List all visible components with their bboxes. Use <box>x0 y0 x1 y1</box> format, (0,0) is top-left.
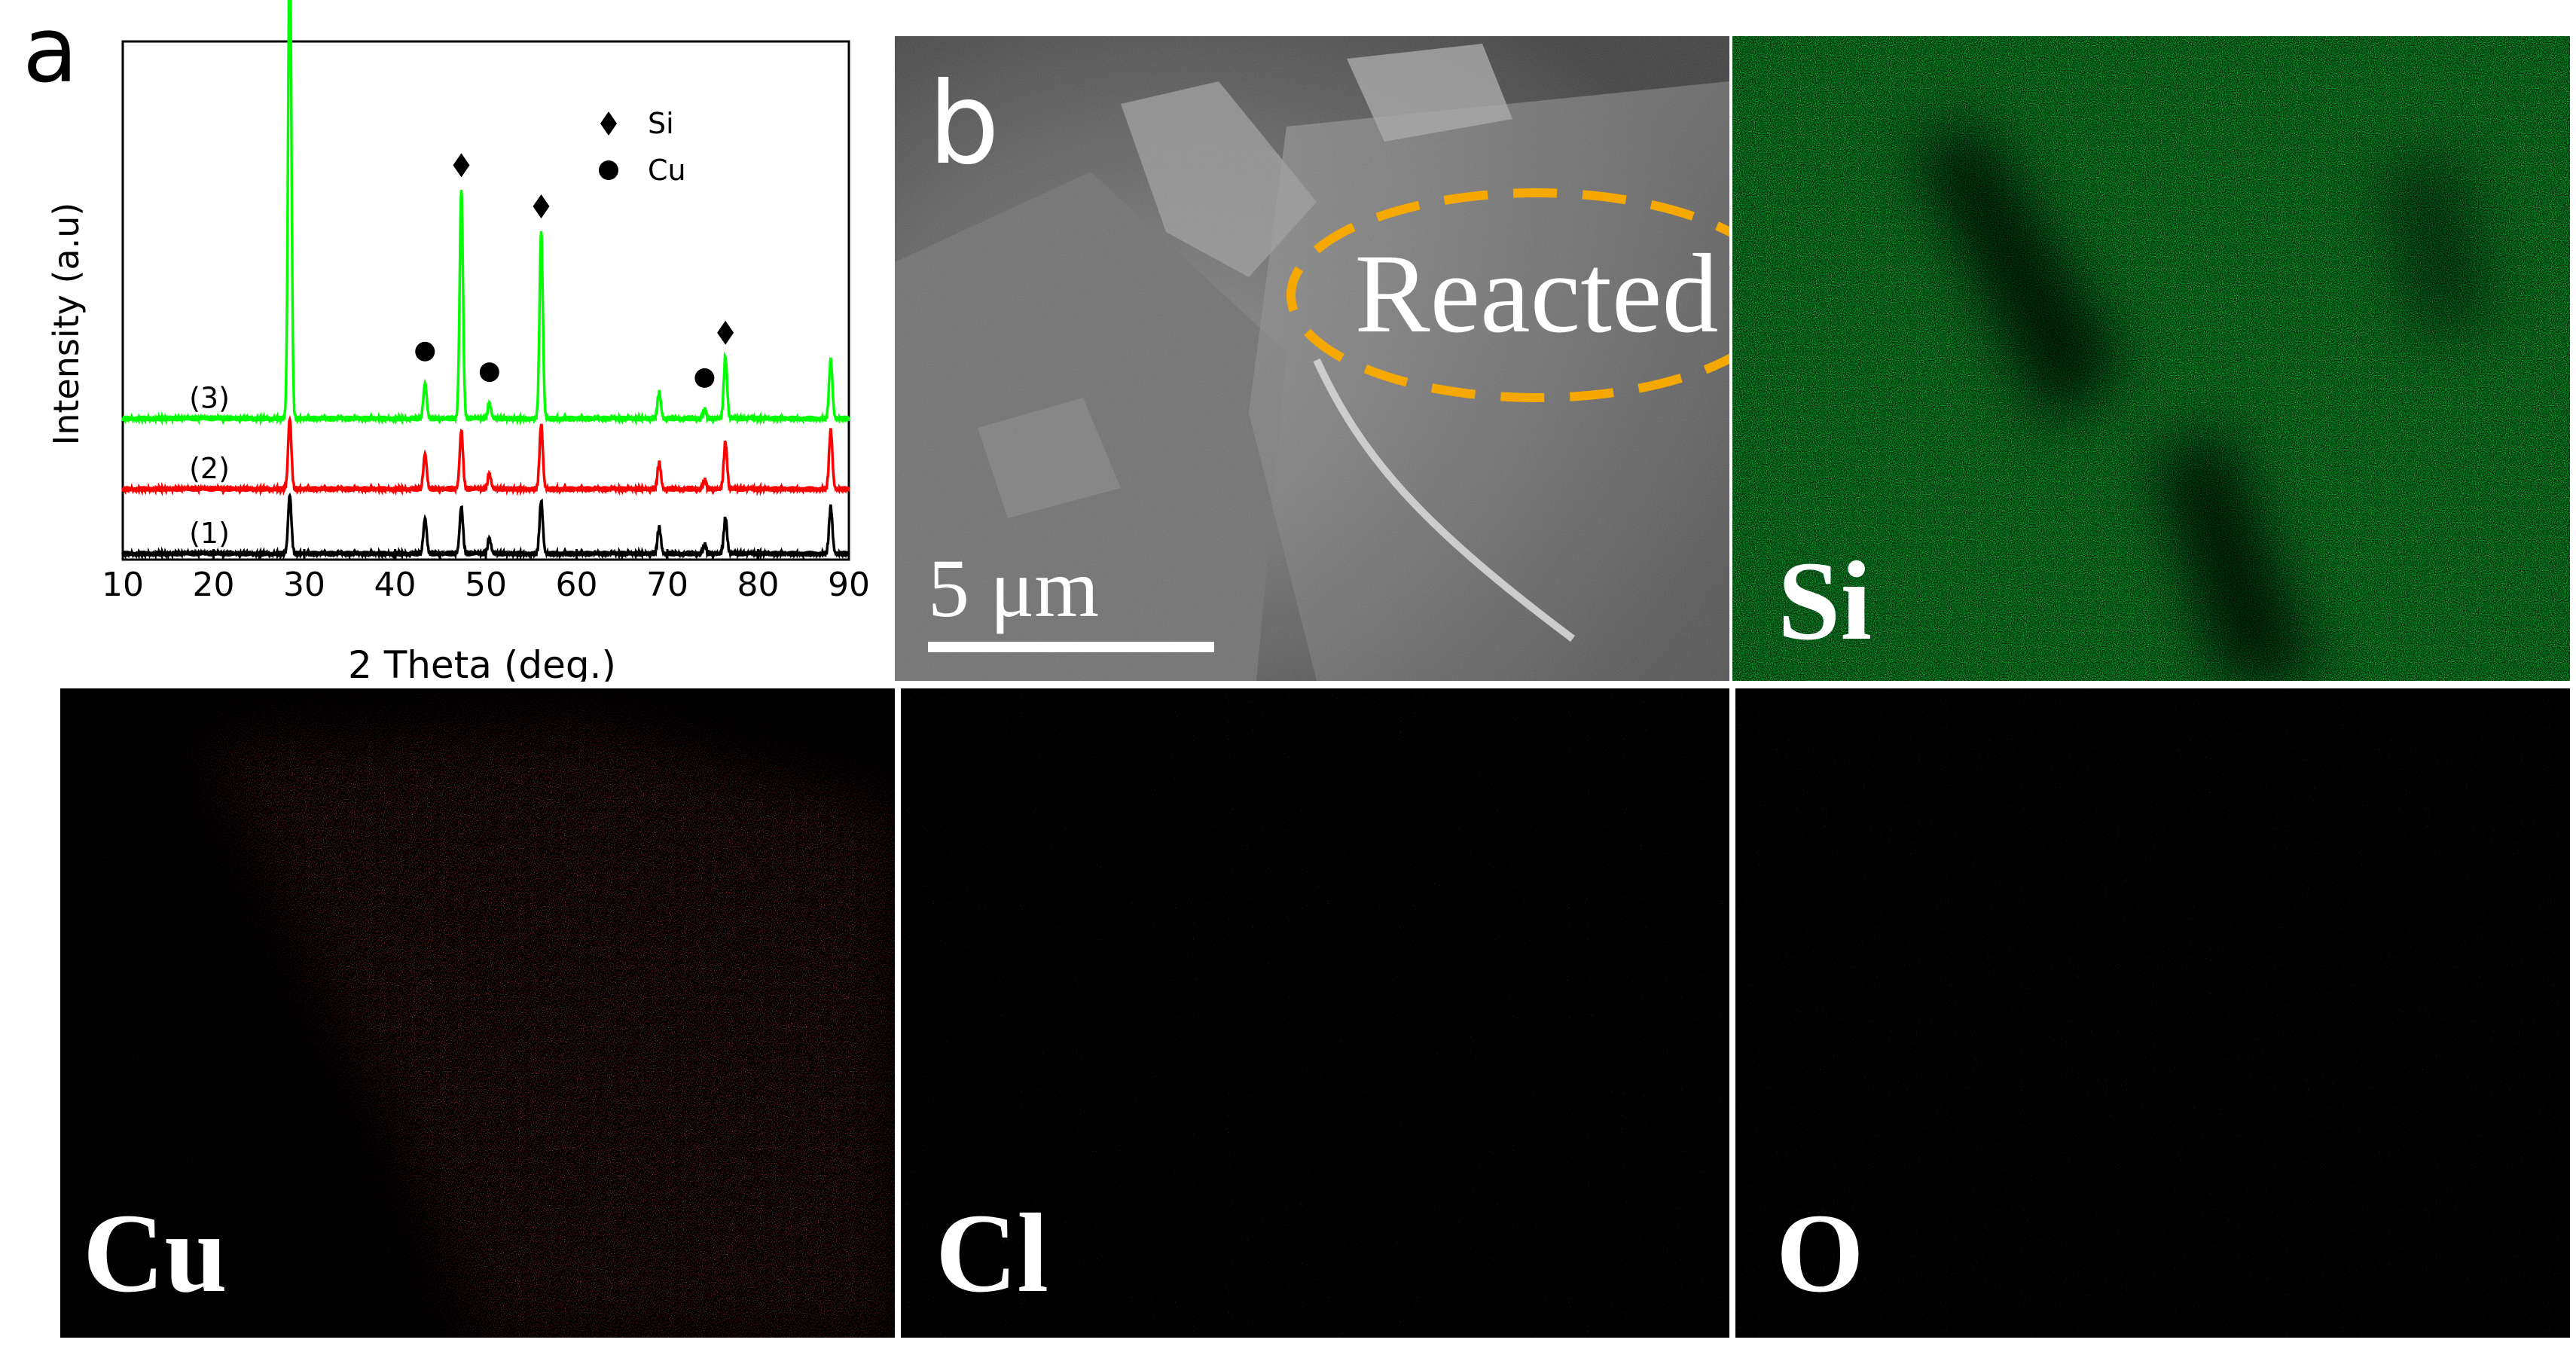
cu-peak-marker <box>415 341 435 362</box>
series-label: (2) <box>189 452 230 485</box>
element-label-o: O <box>1776 1191 1864 1316</box>
panel-a: a 10 20 30 40 50 60 70 80 90 (1) (2) (3) Si Cu 2 Thet… <box>0 0 889 682</box>
panel-b-sem-image: b Reacted 5 μm <box>895 36 1729 681</box>
eds-map-cu: Cu <box>60 688 895 1338</box>
legend-si-marker <box>600 111 617 136</box>
element-label-cu: Cu <box>83 1191 227 1316</box>
si-peak-marker <box>453 153 470 178</box>
panel-label-a: a <box>23 0 78 103</box>
cu-peak-marker <box>694 368 715 388</box>
series-label: (3) <box>189 382 230 415</box>
x-tick-label: 30 <box>283 566 325 604</box>
legend-label: Cu <box>648 154 686 187</box>
reacted-region-outline <box>1286 188 1729 402</box>
xrd-series-line <box>121 492 850 561</box>
x-tick-label: 60 <box>556 566 598 604</box>
legend-cu-marker <box>599 160 618 180</box>
x-axis-label: 2 Theta (deg.) <box>348 643 616 682</box>
legend-label: Si <box>648 107 674 140</box>
xrd-series-line <box>121 414 850 497</box>
eds-map-o: O <box>1735 688 2570 1338</box>
x-tick-label: 10 <box>102 566 144 604</box>
si-peak-marker <box>533 194 550 218</box>
x-tick-label: 70 <box>646 566 688 604</box>
element-label-cl: Cl <box>935 1191 1048 1316</box>
y-axis-label: Intensity (a.u) <box>46 203 87 446</box>
scale-bar <box>928 642 1214 652</box>
cu-peak-marker <box>479 362 499 383</box>
element-label-si: Si <box>1778 539 1872 664</box>
x-tick-label: 50 <box>465 566 507 604</box>
x-tick-label: 20 <box>193 566 235 604</box>
xrd-series-line <box>121 0 850 426</box>
x-tick-label: 40 <box>374 566 417 604</box>
si-depleted-band <box>1913 127 2493 681</box>
plot-frame <box>121 40 850 561</box>
eds-map-si: Si <box>1732 36 2570 681</box>
xrd-chart: a 10 20 30 40 50 60 70 80 90 (1) (2) (3) Si Cu 2 Thet… <box>23 0 870 682</box>
x-tick-label: 90 <box>828 566 870 604</box>
series-label: (1) <box>189 517 230 550</box>
si-peak-marker <box>717 320 734 345</box>
scale-bar-label: 5 μm <box>928 542 1099 634</box>
x-tick-label: 80 <box>737 566 780 604</box>
sem-micrograph: b Reacted 5 μm <box>895 36 1729 681</box>
panel-label-b: b <box>928 59 1000 190</box>
eds-map-cl: Cl <box>901 688 1729 1338</box>
reacted-annotation: Reacted <box>1354 231 1718 356</box>
